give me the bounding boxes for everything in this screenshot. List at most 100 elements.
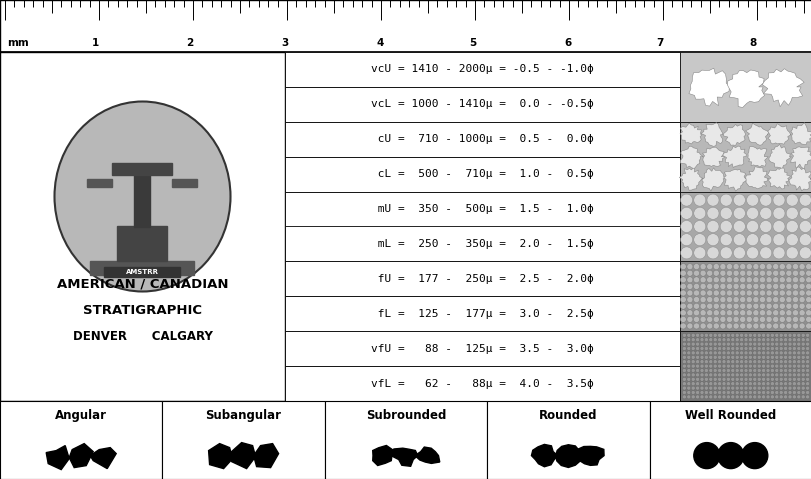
Circle shape — [726, 364, 730, 368]
Circle shape — [734, 395, 738, 399]
Circle shape — [779, 317, 784, 322]
Circle shape — [712, 317, 719, 322]
Circle shape — [721, 333, 725, 337]
Circle shape — [681, 351, 685, 355]
Circle shape — [695, 395, 699, 399]
Circle shape — [758, 270, 765, 276]
Bar — [0, 401, 162, 479]
Circle shape — [695, 351, 699, 355]
Bar — [285, 52, 679, 87]
Circle shape — [765, 333, 769, 337]
Circle shape — [761, 333, 765, 337]
Circle shape — [770, 351, 774, 355]
Circle shape — [774, 373, 778, 377]
Circle shape — [686, 386, 690, 390]
Circle shape — [712, 333, 716, 337]
Circle shape — [712, 364, 716, 368]
Circle shape — [805, 263, 811, 270]
Circle shape — [686, 377, 690, 381]
Circle shape — [730, 382, 734, 386]
Circle shape — [798, 323, 805, 329]
Circle shape — [699, 297, 706, 303]
Circle shape — [745, 194, 757, 206]
Circle shape — [732, 194, 744, 206]
Circle shape — [798, 317, 805, 322]
Circle shape — [792, 342, 796, 346]
Circle shape — [699, 377, 703, 381]
Circle shape — [717, 351, 721, 355]
Polygon shape — [576, 446, 603, 466]
Circle shape — [734, 360, 738, 364]
Circle shape — [796, 360, 800, 364]
Circle shape — [770, 338, 774, 342]
Circle shape — [717, 333, 721, 337]
Circle shape — [686, 317, 692, 322]
Circle shape — [708, 355, 712, 359]
Circle shape — [739, 386, 743, 390]
Polygon shape — [701, 168, 724, 191]
Circle shape — [774, 364, 778, 368]
Circle shape — [770, 364, 774, 368]
Circle shape — [770, 382, 774, 386]
Circle shape — [759, 234, 770, 246]
Circle shape — [774, 382, 778, 386]
Circle shape — [690, 390, 694, 395]
Circle shape — [706, 270, 712, 276]
Circle shape — [796, 355, 800, 359]
Circle shape — [703, 355, 707, 359]
Circle shape — [798, 247, 810, 259]
Circle shape — [792, 297, 797, 303]
Circle shape — [757, 342, 760, 346]
Circle shape — [739, 270, 744, 276]
Circle shape — [693, 263, 698, 270]
Text: mm: mm — [7, 38, 29, 48]
Circle shape — [779, 263, 784, 270]
Circle shape — [785, 277, 791, 283]
Circle shape — [785, 297, 791, 303]
Circle shape — [686, 342, 690, 346]
Circle shape — [703, 338, 707, 342]
Circle shape — [734, 364, 738, 368]
Circle shape — [757, 333, 760, 337]
Circle shape — [726, 303, 732, 309]
Circle shape — [798, 303, 805, 309]
Circle shape — [681, 373, 685, 377]
Circle shape — [726, 263, 732, 270]
Circle shape — [739, 368, 743, 373]
Text: STRATIGRAPHIC: STRATIGRAPHIC — [83, 304, 202, 317]
Circle shape — [699, 386, 703, 390]
Circle shape — [761, 355, 765, 359]
Bar — [90, 261, 195, 274]
Circle shape — [680, 303, 685, 309]
Circle shape — [680, 263, 685, 270]
Circle shape — [761, 377, 765, 381]
Circle shape — [787, 368, 791, 373]
Circle shape — [759, 207, 770, 219]
Circle shape — [774, 342, 778, 346]
Circle shape — [765, 395, 769, 399]
Circle shape — [730, 355, 734, 359]
Circle shape — [792, 290, 797, 296]
Circle shape — [772, 284, 778, 289]
Circle shape — [758, 284, 765, 289]
Circle shape — [706, 220, 718, 232]
Circle shape — [706, 303, 712, 309]
Circle shape — [719, 290, 725, 296]
Circle shape — [730, 338, 734, 342]
Circle shape — [785, 263, 791, 270]
Circle shape — [699, 355, 703, 359]
Circle shape — [779, 351, 783, 355]
Circle shape — [774, 333, 778, 337]
Circle shape — [758, 277, 765, 283]
Circle shape — [787, 364, 791, 368]
Circle shape — [758, 317, 765, 322]
Circle shape — [703, 377, 707, 381]
Circle shape — [785, 303, 791, 309]
Polygon shape — [231, 443, 255, 468]
Circle shape — [761, 373, 765, 377]
Circle shape — [805, 351, 809, 355]
Circle shape — [745, 270, 751, 276]
Text: 3: 3 — [281, 38, 288, 48]
Circle shape — [770, 377, 774, 381]
Circle shape — [706, 317, 712, 322]
